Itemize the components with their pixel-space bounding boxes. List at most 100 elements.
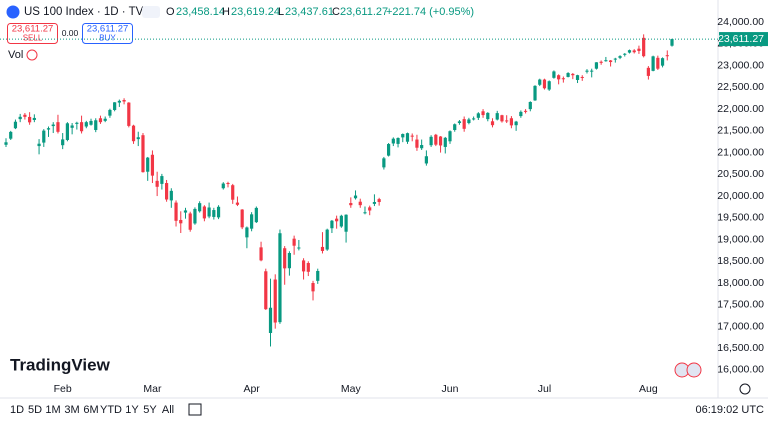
candle-body [75,122,79,124]
candle-body [32,117,36,120]
candle-body [590,70,594,72]
candle-body [642,37,646,57]
candle-body [117,100,121,103]
candle-body [198,203,202,212]
low-label: L [278,6,284,18]
high-value: 23,619.24 [231,6,280,18]
y-tick-label: 21,500.00 [717,125,764,137]
candle-body [604,60,608,62]
open-label: O [166,6,175,18]
candle-body [70,125,74,128]
y-tick-label: 22,500.00 [717,81,764,93]
candle-body [476,113,480,118]
candle-body [358,201,362,206]
eye-icon[interactable] [142,6,160,18]
candle-body [297,247,301,249]
candle-body [179,219,183,224]
sell-button[interactable] [7,23,58,44]
candle-body [561,78,565,80]
candle-body [368,207,372,211]
candle-body [136,137,140,140]
x-tick-label: May [341,383,362,395]
candle-body [283,248,287,269]
candle-body [575,75,580,80]
candle-body [188,213,192,230]
range-button[interactable]: 5D [28,404,42,416]
candle-body [193,208,197,224]
candle-body [542,79,547,89]
spread: 0.00 [62,28,79,38]
candle-body [141,135,145,173]
candle-body [301,260,306,272]
candle-body [84,122,88,127]
candle-body [396,137,400,144]
range-button[interactable]: 5Y [143,404,157,416]
candle-body [65,123,70,140]
candle-body [571,73,575,76]
candle-body [202,206,206,219]
buy-button[interactable] [82,23,133,44]
candle-body [552,71,556,78]
candle-body [46,128,51,130]
candle-body [457,121,462,124]
candle-body [448,131,452,142]
candle-body [292,238,296,246]
candle-body [268,307,273,334]
buy-price: 23,611.27 [87,24,129,35]
candle-body [523,110,528,112]
candle-body [472,118,476,120]
range-button[interactable]: 1M [45,404,60,416]
x-tick-label: Jul [538,383,551,395]
range-button[interactable]: All [162,404,174,416]
x-tick-label: Mar [143,383,162,395]
range-button[interactable]: YTD [100,404,122,416]
candle-body [335,218,339,222]
candle-body [287,253,292,269]
range-button[interactable]: 3M [64,404,79,416]
candle-body [23,114,27,117]
candle-body [363,212,367,214]
candle-body [103,118,107,121]
date-range-icon[interactable] [188,403,202,416]
candle-body [481,111,485,116]
high-label: H [222,6,230,18]
candle-body [382,158,386,168]
candle-body [339,215,343,227]
candle-body [28,116,32,123]
candle-body [594,62,599,69]
candle-body [4,142,8,145]
candle-body [216,206,221,218]
candle-body [98,118,103,123]
range-button[interactable]: 1D [10,404,24,416]
candle-body [443,137,447,147]
y-tick-label: 19,000.00 [717,233,764,245]
y-tick-label: 16,500.00 [717,342,764,354]
candle-body [656,57,660,69]
y-tick-label: 17,500.00 [717,299,764,311]
volume-warning-icon [26,49,38,61]
candle-body [316,270,320,281]
sell-label: SELL [23,34,43,43]
candle-body [585,70,589,72]
candle-body [533,85,537,101]
event-icons[interactable] [686,362,702,378]
candle-body [349,203,353,206]
range-button[interactable]: 1Y [125,404,139,416]
candle-body [174,202,178,221]
candle-body [429,136,433,146]
candle-body [127,102,131,126]
settings-icon[interactable] [739,383,751,395]
candle-body [235,202,240,205]
candle-body [486,112,490,120]
candle-body [505,120,509,122]
candle-body [259,247,263,261]
range-button[interactable]: 6M [83,404,98,416]
candle-body [250,214,254,229]
candle-body [183,210,188,213]
y-tick-label: 24,000.00 [717,16,764,28]
candle-body [273,279,277,323]
y-tick-label: 18,000.00 [717,277,764,289]
candle-body [557,75,561,80]
candle-body [18,116,22,120]
